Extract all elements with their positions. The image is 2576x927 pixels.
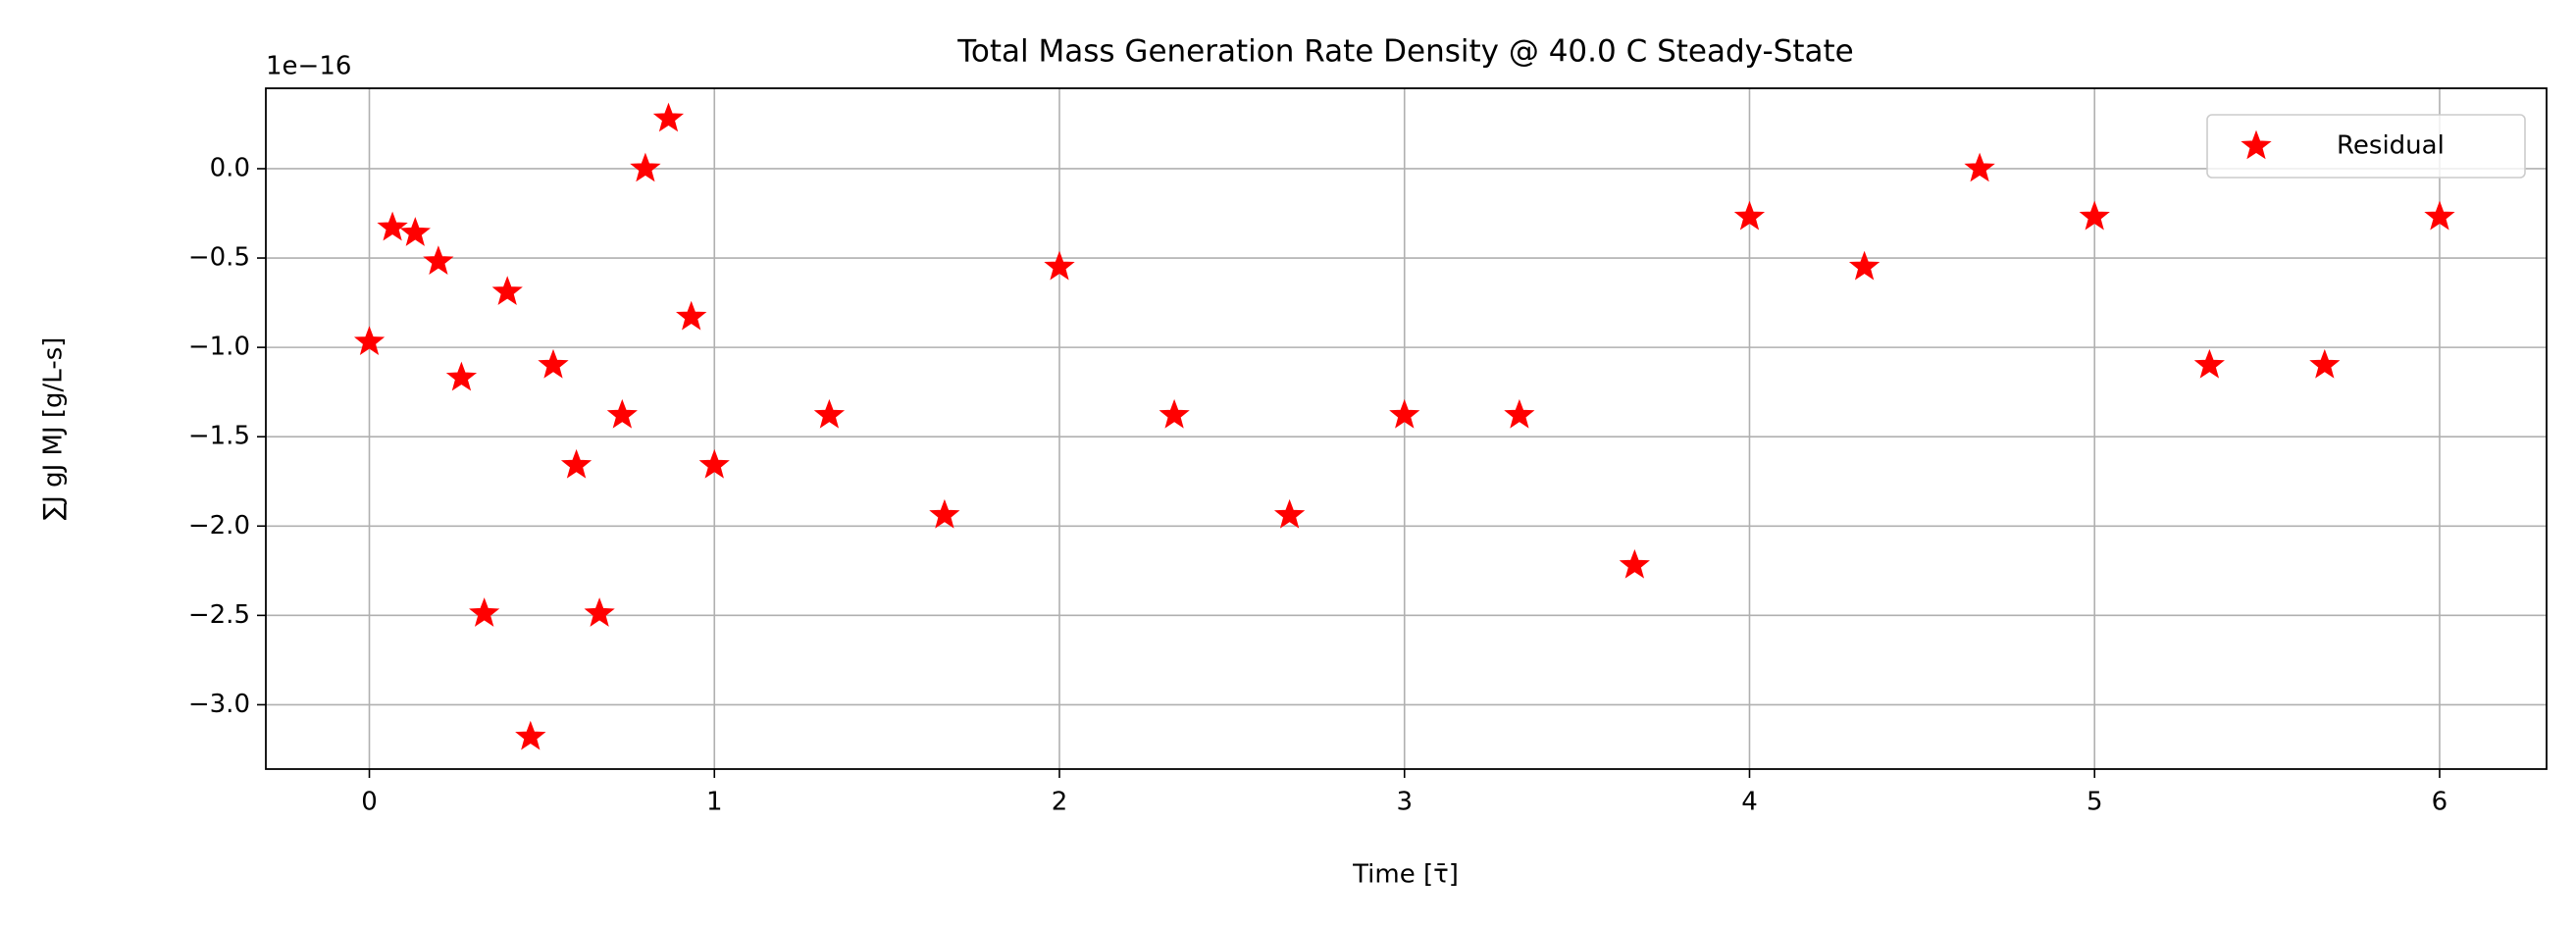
x-tick-label: 3 <box>1396 788 1413 817</box>
x-tick-label: 4 <box>1741 788 1758 817</box>
y-axis-label: ∑J gJ MJ [g/L-s] <box>39 337 69 521</box>
data-point <box>1273 498 1306 529</box>
data-point <box>423 245 454 275</box>
y-tick-label: −0.5 <box>188 243 250 273</box>
data-point <box>515 720 546 750</box>
data-point <box>1848 250 1880 281</box>
data-point <box>1389 398 1420 429</box>
data-point <box>538 348 569 379</box>
data-point <box>560 448 592 479</box>
legend-box <box>2206 114 2526 179</box>
data-point <box>469 597 500 627</box>
data-point <box>1504 398 1535 429</box>
x-tick-label: 1 <box>706 788 723 817</box>
x-tick-label: 0 <box>361 788 378 817</box>
data-point <box>2309 348 2341 379</box>
data-point <box>1619 548 1650 579</box>
data-point <box>630 152 661 182</box>
y-tick-label: 0.0 <box>210 153 250 182</box>
data-point <box>698 448 730 479</box>
data-point <box>2079 200 2110 231</box>
x-axis-label: Time [τ̄] <box>1352 860 1459 890</box>
plot-frame <box>265 87 2548 770</box>
data-point <box>2193 348 2225 379</box>
x-tick-label: 6 <box>2432 788 2448 817</box>
y-tick-label: −1.5 <box>188 422 250 451</box>
y-tick-label: −2.0 <box>188 511 250 541</box>
data-point <box>353 326 386 355</box>
data-point <box>445 361 478 391</box>
data-point <box>1733 200 1766 231</box>
data-point <box>1159 398 1190 429</box>
data-point <box>929 498 960 529</box>
data-point <box>399 217 431 246</box>
y-tick-label: −3.0 <box>188 690 250 719</box>
data-point <box>584 597 615 627</box>
data-point <box>1044 250 1075 281</box>
data-point <box>1964 152 1995 182</box>
data-point <box>606 398 638 429</box>
data-point <box>676 300 707 331</box>
legend-label: Residual <box>2337 131 2445 161</box>
legend-marker <box>2241 129 2272 160</box>
data-point <box>2424 200 2455 231</box>
x-tick-label: 5 <box>2087 788 2103 817</box>
data-point <box>652 102 685 132</box>
data-point <box>491 276 523 305</box>
y-tick-label: −2.5 <box>188 600 250 630</box>
data-point <box>813 398 846 429</box>
y-tick-label: −1.0 <box>188 333 250 362</box>
x-tick-label: 2 <box>1052 788 1068 817</box>
y-offset-text: 1e−16 <box>266 52 351 81</box>
chart-title: Total Mass Generation Rate Density @ 40.… <box>956 34 1853 70</box>
data-point <box>377 211 408 241</box>
